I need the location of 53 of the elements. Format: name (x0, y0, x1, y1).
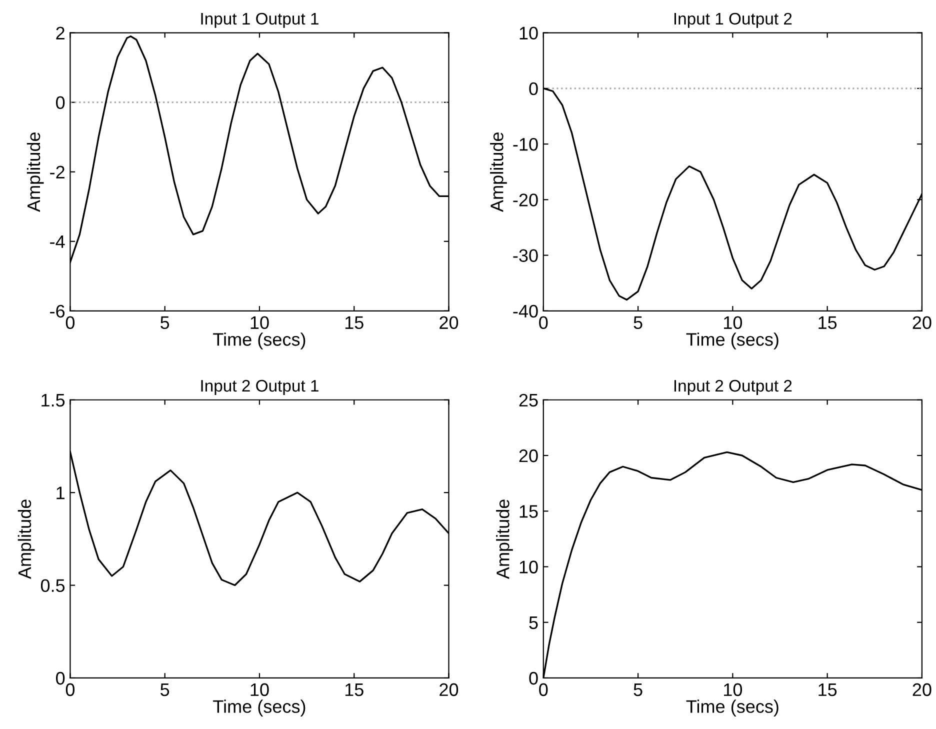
y-tick-label: -30 (513, 249, 538, 262)
y-tick-label: 0 (529, 672, 538, 685)
y-axis-title: Amplitude (26, 132, 44, 212)
chart-title: Input 2 Output 2 (674, 380, 792, 396)
x-tick-label: 10 (250, 316, 269, 330)
x-axis-title: Time (secs) (213, 332, 306, 350)
y-tick-label: 0 (56, 672, 65, 685)
x-tick-label: 10 (250, 683, 269, 696)
chart-title: Input 1 Output 2 (674, 12, 792, 28)
x-tick-label: 10 (724, 683, 742, 696)
x-tick-label: 5 (634, 316, 642, 330)
x-tick-label: 5 (160, 316, 170, 330)
y-tick-label: 10 (520, 560, 538, 574)
y-axis-title: Amplitude (496, 500, 513, 580)
x-tick-label: 20 (912, 316, 932, 330)
x-axis-title: Time (secs) (686, 332, 778, 350)
y-tick-label: 0.5 (40, 579, 65, 592)
y-tick-label: -2 (50, 166, 64, 178)
x-tick-label: 5 (634, 683, 642, 696)
x-tick-label: 10 (724, 316, 742, 330)
y-tick-label: 25 (519, 394, 538, 407)
x-axis-title: Time (secs) (213, 700, 306, 716)
y-tick-label: 0 (529, 82, 538, 96)
y-tick-label: 5 (529, 616, 538, 630)
x-tick-label: 15 (818, 316, 837, 330)
x-tick-label: 5 (160, 683, 170, 696)
y-tick-label: 2 (56, 26, 64, 40)
x-tick-label: 20 (912, 683, 932, 696)
y-tick-label: -40 (513, 304, 538, 318)
y-tick-label: 0 (56, 96, 65, 110)
y-tick-label: 1.5 (42, 394, 65, 407)
y-tick-label: 20 (519, 449, 538, 462)
x-tick-label: 20 (440, 683, 458, 696)
x-tick-label: 15 (345, 316, 364, 330)
x-tick-label: 0 (66, 316, 75, 330)
x-tick-label: 15 (818, 683, 837, 696)
x-tick-label: 0 (66, 683, 75, 696)
x-tick-label: 15 (345, 683, 364, 696)
chart-title: Input 2 Output 1 (201, 380, 318, 396)
y-tick-label: -20 (513, 194, 538, 206)
y-tick-label: 15 (520, 505, 538, 518)
y-tick-label: 1 (56, 486, 64, 500)
x-tick-label: 0 (539, 316, 548, 330)
y-axis-title: Amplitude (490, 132, 507, 212)
x-axis-title: Time (secs) (686, 700, 778, 716)
y-tick-label: -4 (50, 235, 65, 248)
y-axis-title: Amplitude (18, 500, 35, 580)
x-tick-label: 0 (539, 683, 548, 696)
x-tick-label: 20 (440, 316, 458, 330)
y-tick-label: 10 (520, 26, 538, 40)
y-tick-label: -6 (50, 304, 65, 318)
y-tick-label: -10 (513, 138, 538, 151)
chart-title: Input 1 Output 1 (201, 12, 318, 28)
